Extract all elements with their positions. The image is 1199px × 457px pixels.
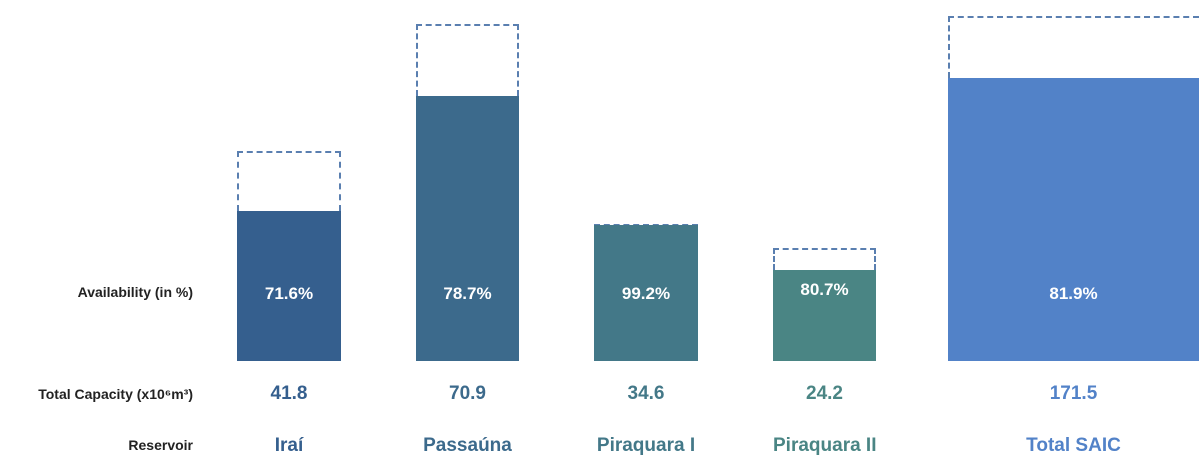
capacity-frame-3 xyxy=(773,248,876,270)
availability-label-4: 81.9% xyxy=(1049,283,1098,303)
capacity-label-4: 171.5 xyxy=(1049,383,1098,404)
availability-bar-4: 81.9% xyxy=(948,78,1199,361)
reservoir-label-0: Iraí xyxy=(274,435,304,456)
availability-bar-1: 78.7% xyxy=(416,95,519,361)
capacity-label-3: 24.2 xyxy=(806,383,843,404)
availability-row-label: Availability (in %) xyxy=(77,284,193,300)
reservoir-label-4: Total SAIC xyxy=(1026,435,1121,456)
reservoir-label-1: Passaúna xyxy=(423,435,512,456)
capacity-frame-0 xyxy=(237,151,341,211)
availability-bar-2: 99.2% xyxy=(594,225,698,361)
capacity-frame-4 xyxy=(948,16,1199,79)
availability-bar-0: 71.6% xyxy=(237,210,341,361)
capacity-label-0: 41.8 xyxy=(270,383,308,404)
availability-label-2: 99.2% xyxy=(621,283,671,303)
capacity-frame-1 xyxy=(416,24,519,96)
availability-label-0: 71.6% xyxy=(264,283,314,303)
availability-label-3: 80.7% xyxy=(800,279,849,299)
reservoir-label-3: Piraquara II xyxy=(773,435,877,456)
availability-bar-3: 80.7% xyxy=(773,269,876,361)
capacity-label-2: 34.6 xyxy=(627,383,665,404)
capacity-frame-2 xyxy=(594,224,698,226)
reservoir-label-2: Piraquara I xyxy=(596,435,696,456)
reservoir-row-label: Reservoir xyxy=(128,437,193,453)
capacity-row-label: Total Capacity (x10⁶m³) xyxy=(38,386,193,402)
capacity-label-1: 70.9 xyxy=(449,383,486,404)
availability-label-1: 78.7% xyxy=(443,283,492,303)
